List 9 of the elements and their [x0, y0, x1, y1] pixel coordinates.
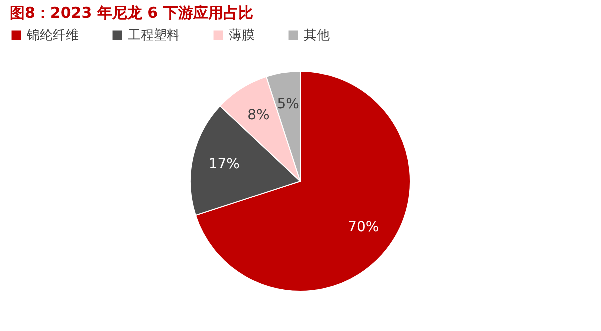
data-label: 5% — [277, 96, 300, 112]
data-label: 17% — [208, 156, 240, 172]
chart-title: 图8：2023 年尼龙 6 下游应用占比 — [10, 4, 254, 22]
legend-label: 锦纶纤维 — [26, 28, 79, 44]
legend-label: 其他 — [304, 28, 330, 44]
data-label: 70% — [348, 219, 380, 236]
data-label: 8% — [248, 108, 270, 124]
legend-label: 工程塑料 — [128, 28, 180, 44]
legend-label: 薄膜 — [229, 28, 255, 44]
